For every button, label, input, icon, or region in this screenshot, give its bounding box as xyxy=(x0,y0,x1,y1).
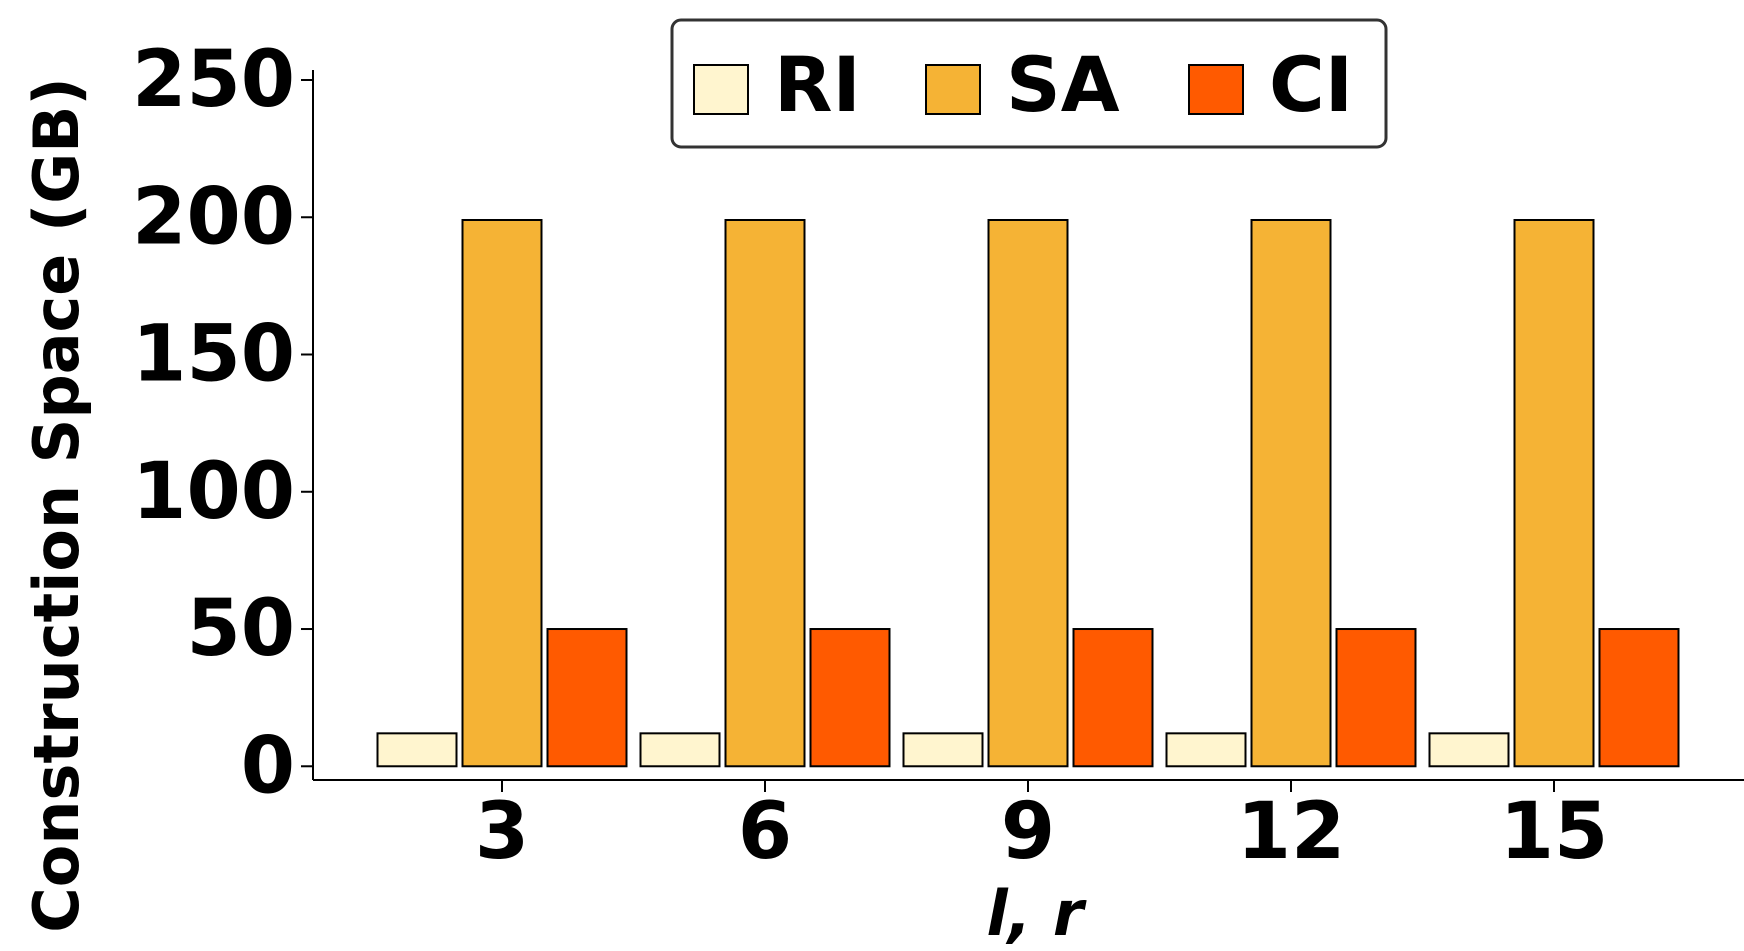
axes-layer: 0 50 100 150 200 250 3 6 9 12 15 xyxy=(132,35,1744,877)
legend-swatch-ri xyxy=(693,64,749,115)
x-tick-label: 6 xyxy=(738,787,792,877)
y-tick-label: 50 xyxy=(186,584,295,674)
legend: RI SA CI xyxy=(670,18,1388,149)
y-axis-title: Construction Space (GB) xyxy=(20,77,93,933)
bar-sa-6 xyxy=(724,219,806,768)
bar-ri-9 xyxy=(902,732,984,768)
legend-label-ri: RI xyxy=(774,40,861,129)
bar-ri-3 xyxy=(376,732,458,768)
x-tick-label: 12 xyxy=(1237,787,1346,877)
bar-ci-6 xyxy=(809,628,891,768)
bars-layer xyxy=(376,219,1680,768)
y-tick-label: 250 xyxy=(132,35,295,125)
bar-ci-9 xyxy=(1072,628,1154,768)
bar-ci-12 xyxy=(1335,628,1417,768)
legend-label-ci: CI xyxy=(1269,40,1353,129)
bar-sa-9 xyxy=(987,219,1069,768)
bar-ci-15 xyxy=(1598,628,1680,768)
bar-ci-3 xyxy=(546,628,628,768)
legend-swatch-ci xyxy=(1188,64,1244,115)
y-tick-label: 150 xyxy=(132,310,295,400)
bar-sa-15 xyxy=(1513,219,1595,768)
y-tick-label: 100 xyxy=(132,447,295,537)
bar-sa-3 xyxy=(461,219,543,768)
bar-sa-12 xyxy=(1250,219,1332,768)
x-tick-label: 15 xyxy=(1500,787,1609,877)
y-tick-label: 0 xyxy=(241,721,295,811)
x-tick-label: 3 xyxy=(475,787,529,877)
y-tick-label: 200 xyxy=(132,172,295,262)
bar-ri-12 xyxy=(1165,732,1247,768)
bar-ri-6 xyxy=(639,732,721,768)
bar-ri-15 xyxy=(1428,732,1510,768)
x-tick-label: 9 xyxy=(1001,787,1055,877)
legend-frame xyxy=(670,18,1388,149)
legend-label-sa: SA xyxy=(1006,40,1120,129)
x-axis-title: l, r xyxy=(987,877,1087,950)
legend-swatch-sa xyxy=(925,64,981,115)
